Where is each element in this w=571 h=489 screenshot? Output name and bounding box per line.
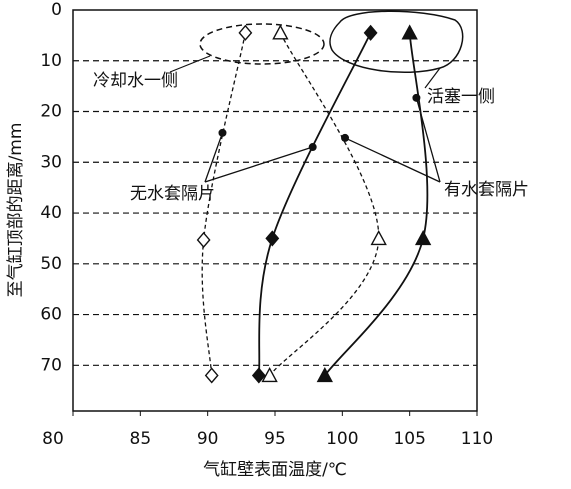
marker	[238, 24, 253, 41]
x-tick-label: 95	[264, 429, 286, 449]
annotation: 冷却水一侧	[93, 71, 178, 91]
y-tick-label: 50	[40, 254, 62, 274]
annotation: 无水套隔片	[130, 184, 215, 204]
y-axis-label: 至气缸顶部的距离/mm	[5, 123, 26, 298]
series-line	[201, 32, 247, 376]
x-tick-label: 110	[461, 429, 493, 449]
x-tick-label: 105	[393, 429, 425, 449]
coolant-side-oval	[199, 23, 325, 65]
y-tick-label: 60	[40, 305, 62, 325]
y-tick-label: 10	[40, 51, 62, 71]
marker	[251, 367, 266, 384]
y-tick-label: 30	[40, 152, 62, 172]
leader-line	[424, 67, 441, 89]
annotation: 活塞一侧	[427, 87, 495, 107]
leader-line	[204, 146, 313, 183]
series-line	[324, 32, 429, 376]
leader-line	[344, 137, 441, 183]
annotation-dot	[308, 143, 317, 152]
annotation-dot	[341, 133, 350, 142]
marker	[401, 24, 418, 40]
marker	[261, 366, 278, 383]
marker	[272, 24, 289, 40]
leader-line	[204, 132, 224, 183]
annotation: 有水套隔片	[444, 180, 529, 200]
leader-line	[169, 55, 211, 73]
marker	[196, 231, 211, 249]
y-tick-label: 70	[40, 355, 62, 375]
marker	[414, 229, 432, 246]
y-tick-label: 20	[40, 102, 62, 122]
marker	[204, 367, 219, 384]
annotation-dot	[412, 93, 421, 102]
series-line	[257, 32, 372, 376]
x-tick-label: 85	[130, 429, 152, 449]
y-tick-label: 40	[40, 203, 62, 223]
piston-side-oval	[329, 10, 464, 74]
x-tick-label: 100	[326, 429, 358, 449]
marker	[265, 230, 280, 247]
series-line	[269, 32, 380, 376]
marker	[363, 24, 378, 41]
marker	[370, 229, 387, 246]
marker	[316, 366, 333, 383]
leader-line	[415, 97, 441, 183]
x-tick-label: 80	[42, 429, 64, 449]
y-tick-label: 0	[51, 0, 62, 20]
annotation-dot	[218, 128, 227, 137]
x-tick-label: 90	[197, 429, 219, 449]
x-axis-label: 气缸壁表面温度/℃	[203, 459, 347, 480]
